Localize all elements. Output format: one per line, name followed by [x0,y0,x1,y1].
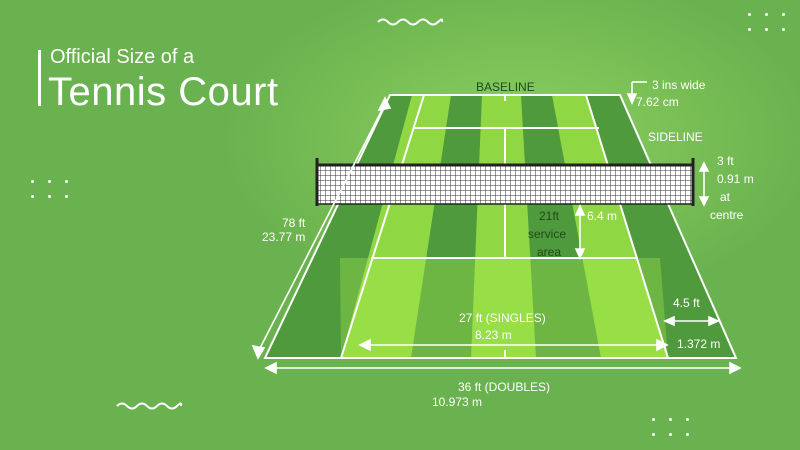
length-m-label: 23.77 m [262,230,306,244]
court-stripe [586,95,736,358]
net-height-m-label: 0.91 m [717,172,754,186]
singles-ft-label: 27 ft (SINGLES) [459,311,546,325]
sideline-label: SIDELINE [648,130,703,144]
singles-sideline-right [585,94,669,359]
court-stripe [265,95,412,358]
singles-m-label: 8.23 m [475,328,512,342]
alley-m-label: 1.372 m [677,337,721,351]
wave-decoration-bottom [116,402,183,410]
title-accent-bar [38,50,41,106]
court-stripe [411,95,482,358]
wave-decoration-top [377,18,444,26]
court-stripe [521,95,601,358]
service-area-label-1: service [528,227,567,241]
service-m-label: 6.4 m [587,209,618,223]
doubles-m-label: 10.973 m [432,395,483,409]
net-height-ft-label: 3 ft [717,154,734,168]
net [315,158,695,206]
page-title: Tennis Court [48,70,279,114]
line-width-ins-label: 3 ins wide [652,78,706,92]
length-arrow [257,103,386,353]
length-ft-label: 78 ft [282,216,306,230]
net-height-centre-label: centre [710,208,744,222]
singles-sideline-left [340,94,425,359]
doubles-ft-label: 36 ft (DOUBLES) [458,380,551,394]
baseline-label: BASELINE [476,80,535,94]
line-width-cm-label: 7.62 cm [636,95,679,109]
net-height-at-label: at [720,190,731,204]
court-lines [263,94,738,359]
page-subtitle: Official Size of a [50,46,195,68]
doubles-outline [263,94,738,359]
measurement-arrows [251,81,742,375]
service-ft-label: 21ft [539,209,560,223]
service-area-label-2: area [537,245,562,259]
alley-ft-label: 4.5 ft [673,296,700,310]
